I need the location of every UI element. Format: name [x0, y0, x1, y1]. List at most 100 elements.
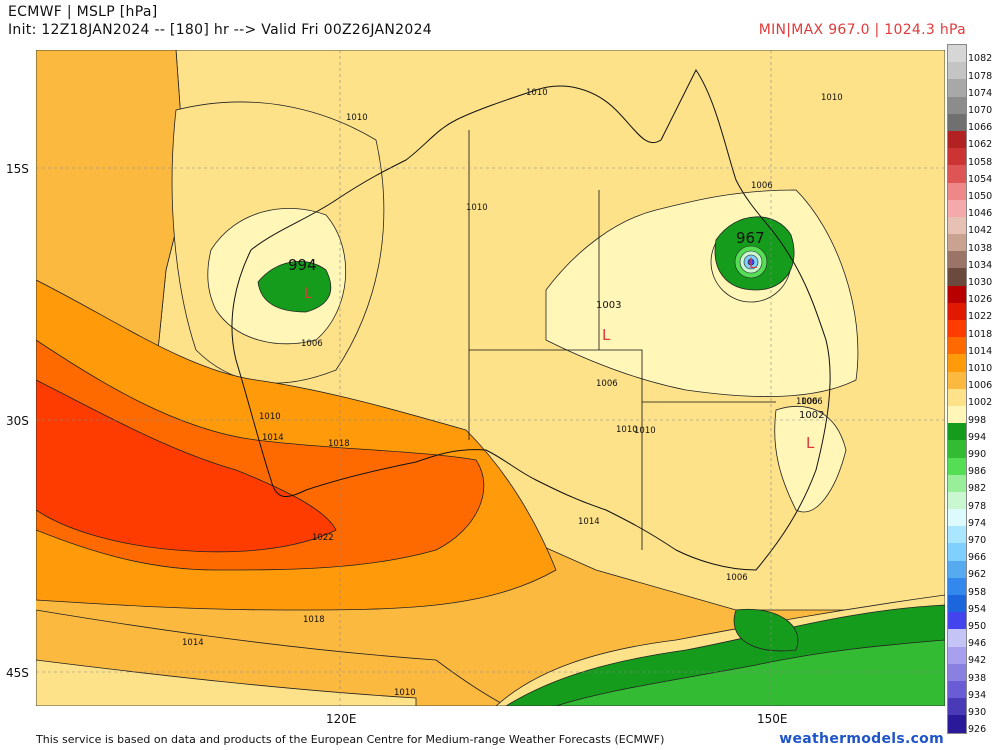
colorbar-level-label: 982	[968, 483, 987, 495]
contour-label: 1006	[801, 397, 823, 407]
contour-label: 1014	[578, 517, 600, 527]
colorbar-swatch	[948, 199, 966, 217]
colorbar-level-label: 942	[968, 655, 987, 667]
contour-label: 1010	[526, 88, 548, 98]
contour-label: 1018	[328, 439, 350, 449]
contour-label: 1006	[301, 339, 323, 349]
colorbar-level-label: 938	[968, 672, 987, 684]
colorbar-swatch	[948, 577, 966, 595]
contour-label: 1006	[596, 379, 618, 389]
colorbar-swatch	[948, 646, 966, 664]
colorbar-level-label: 946	[968, 638, 987, 650]
colorbar-level-label: 958	[968, 586, 987, 598]
map-title: ECMWF | MSLP [hPa]	[8, 4, 158, 20]
contour-label: 1010	[466, 203, 488, 213]
colorbar-swatch	[948, 526, 966, 544]
colorbar-swatch	[948, 268, 966, 286]
graticule	[36, 50, 945, 706]
colorbar-swatch	[948, 405, 966, 424]
colorbar-swatch	[948, 130, 966, 149]
colorbar-swatch	[948, 698, 966, 716]
colorbar-level-label: 990	[968, 449, 987, 461]
colorbar-swatch	[948, 629, 966, 647]
colorbar-level-label: 1034	[968, 259, 993, 271]
colorbar-level-label: 926	[968, 724, 987, 736]
colorbar-swatch	[948, 320, 966, 338]
colorbar-level-label: 1046	[968, 208, 993, 220]
low-west-core	[257, 261, 332, 313]
colorbar-swatch	[948, 388, 966, 406]
pressure-band-1026	[36, 379, 337, 553]
contour-label: 1010	[346, 113, 368, 123]
colorbar-level-label: 1018	[968, 328, 993, 340]
colorbar-swatch	[948, 474, 966, 492]
pressure-band-994-south	[555, 639, 945, 706]
forecast-valid-time: Init: 12Z18JAN2024 -- [180] hr --> Valid…	[8, 22, 432, 38]
east-coast-low-marker: L	[806, 434, 815, 452]
colorbar-level-label: 1066	[968, 122, 993, 134]
colorbar-level-label: 1058	[968, 156, 993, 168]
colorbar-swatch	[948, 595, 966, 613]
colorbar-level-label: 1050	[968, 191, 993, 203]
contour-label: 1022	[312, 533, 334, 543]
contour-label: 1010	[821, 93, 843, 103]
colorbar-swatch	[948, 612, 966, 630]
colorbar-level-label: 978	[968, 500, 987, 512]
lat-label-45s: 45S	[6, 666, 29, 680]
low-west-marker: L	[304, 286, 312, 302]
colorbar-level-label: 1030	[968, 277, 993, 289]
colorbar-swatch	[948, 423, 966, 441]
colorbar-level-label: 934	[968, 689, 987, 701]
border-sa	[469, 349, 643, 550]
colorbar-swatch	[948, 234, 966, 252]
low-west-value: 994	[288, 256, 317, 274]
inland-low-marker: L	[602, 326, 611, 344]
colorbar-swatch	[948, 715, 966, 733]
colorbar-level-label: 998	[968, 414, 987, 426]
colorbar-swatch	[948, 560, 966, 578]
colorbar-level-label: 930	[968, 707, 987, 719]
colorbar-level-label: 1026	[968, 294, 993, 306]
lon-label-120e: 120E	[326, 712, 357, 726]
colorbar-level-label: 1082	[968, 53, 993, 65]
pressure-band-1006-coast	[774, 406, 847, 513]
lat-label-15s: 15S	[6, 162, 29, 176]
colorbar-level-label: 1070	[968, 105, 993, 117]
colorbar-swatch	[948, 113, 966, 131]
colorbar-level-label: 966	[968, 552, 987, 564]
colorbar-swatch	[948, 62, 966, 80]
contour-label: 1006	[751, 181, 773, 191]
colorbar-swatch	[948, 457, 966, 475]
colorbar-swatch	[948, 251, 966, 269]
colorbar-swatch	[948, 45, 966, 63]
colorbar-swatch	[948, 509, 966, 527]
colorbar-level-label: 1078	[968, 70, 993, 82]
contour-label: 1006	[796, 397, 818, 407]
brand-link[interactable]: weathermodels.com	[779, 731, 944, 747]
colorbar-swatch	[948, 79, 966, 97]
colorbar-level-label: 1022	[968, 311, 993, 323]
colorbar-swatch	[948, 543, 966, 561]
colorbar-swatch	[948, 148, 966, 166]
contour-label: 1010	[616, 425, 638, 435]
colorbar-swatch	[948, 680, 966, 699]
colorbar-level-label: 1002	[968, 397, 993, 409]
colorbar-swatch	[948, 96, 966, 114]
low-east-value: 967	[736, 229, 765, 247]
colorbar-level-label: 1010	[968, 363, 993, 375]
contour-label-group: 1010101010101010100610061006100610061006…	[182, 88, 843, 698]
colorbar-swatch	[948, 182, 966, 200]
colorbar-level-label: 950	[968, 621, 987, 633]
tasmania-low	[733, 608, 799, 652]
east-coast-value: 1002	[799, 410, 824, 421]
attribution: This service is based on data and produc…	[36, 733, 665, 746]
contour-label: 1010	[634, 426, 656, 436]
colorbar-level-label: 1006	[968, 380, 993, 392]
contour-label: 1018	[303, 615, 325, 625]
colorbar-swatch	[948, 491, 966, 510]
pressure-band-1014-north	[36, 50, 187, 371]
colorbar-swatch	[948, 371, 966, 389]
colorbar-level-label: 962	[968, 569, 987, 581]
colorbar-level-label: 1042	[968, 225, 993, 237]
colorbar-swatch	[948, 165, 966, 183]
